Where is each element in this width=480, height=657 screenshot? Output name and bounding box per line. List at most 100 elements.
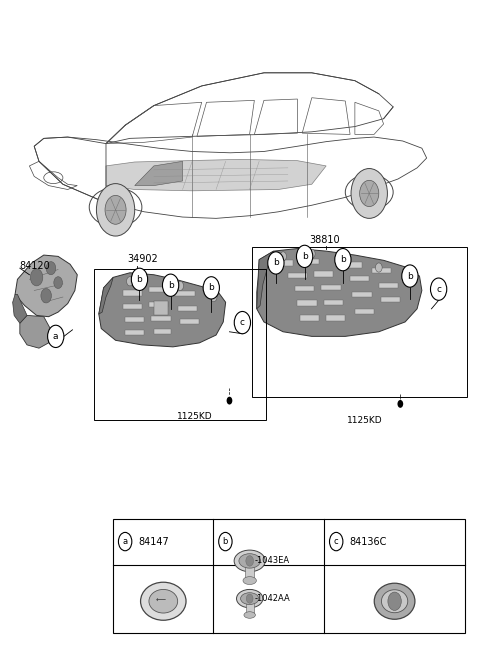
Text: 84120: 84120 (20, 261, 50, 271)
Text: c: c (240, 318, 245, 327)
Polygon shape (300, 315, 319, 321)
Polygon shape (135, 162, 182, 185)
Circle shape (297, 245, 313, 267)
Polygon shape (298, 300, 317, 306)
Polygon shape (372, 267, 391, 273)
Text: c: c (436, 284, 441, 294)
Polygon shape (257, 248, 422, 336)
Circle shape (342, 254, 348, 263)
Ellipse shape (149, 589, 178, 613)
Text: 1125KD: 1125KD (347, 416, 382, 424)
Polygon shape (106, 160, 326, 191)
Ellipse shape (240, 593, 259, 604)
Text: 38810: 38810 (310, 235, 340, 244)
Polygon shape (350, 276, 369, 281)
Polygon shape (125, 317, 144, 322)
Text: b: b (273, 258, 279, 267)
Ellipse shape (374, 583, 415, 620)
Circle shape (30, 269, 43, 286)
Circle shape (404, 273, 411, 282)
Text: b: b (302, 252, 308, 261)
Text: b: b (208, 283, 214, 292)
Bar (94, 269, 266, 420)
Circle shape (246, 556, 253, 566)
Circle shape (162, 274, 179, 296)
Circle shape (96, 183, 135, 236)
Polygon shape (149, 287, 168, 292)
Polygon shape (343, 262, 362, 267)
Circle shape (219, 532, 232, 551)
Circle shape (41, 288, 51, 303)
Circle shape (280, 252, 287, 261)
Polygon shape (326, 315, 345, 321)
Polygon shape (300, 259, 319, 264)
Text: a: a (53, 332, 59, 341)
Polygon shape (12, 294, 27, 323)
Circle shape (119, 532, 132, 551)
Polygon shape (154, 329, 170, 334)
Circle shape (48, 325, 64, 348)
Bar (113, 518, 465, 633)
Circle shape (402, 265, 418, 287)
Circle shape (335, 248, 351, 271)
Polygon shape (257, 251, 274, 309)
Circle shape (375, 263, 382, 272)
Circle shape (246, 594, 253, 603)
Polygon shape (154, 301, 168, 315)
Polygon shape (152, 316, 170, 321)
Ellipse shape (141, 582, 186, 620)
Text: 84136C: 84136C (349, 537, 386, 547)
Text: b: b (223, 537, 228, 546)
Circle shape (388, 592, 401, 610)
Bar (245, 561, 254, 581)
Circle shape (309, 249, 315, 258)
Ellipse shape (237, 589, 263, 608)
Circle shape (268, 252, 284, 274)
Circle shape (210, 292, 217, 302)
Polygon shape (123, 304, 142, 309)
Text: ⟵: ⟵ (156, 599, 166, 604)
Polygon shape (20, 315, 51, 348)
Bar (246, 599, 253, 615)
Text: b: b (340, 255, 346, 264)
Text: a: a (122, 537, 128, 546)
Polygon shape (314, 271, 333, 277)
Text: b: b (137, 275, 143, 284)
Polygon shape (123, 290, 142, 296)
Polygon shape (355, 309, 374, 314)
Circle shape (329, 532, 343, 551)
Text: 34902: 34902 (128, 254, 158, 264)
Polygon shape (178, 306, 197, 311)
Circle shape (132, 268, 148, 290)
Ellipse shape (239, 554, 261, 568)
Text: c: c (334, 537, 338, 546)
Text: 1125KD: 1125KD (177, 413, 212, 421)
Polygon shape (379, 283, 398, 288)
Circle shape (46, 261, 56, 275)
Polygon shape (324, 300, 343, 305)
Text: 84147: 84147 (138, 537, 169, 547)
Text: b: b (407, 271, 413, 281)
Polygon shape (180, 319, 199, 324)
Circle shape (105, 195, 126, 224)
Text: -1043EA: -1043EA (254, 556, 289, 566)
Circle shape (127, 277, 133, 286)
Polygon shape (15, 255, 77, 317)
Polygon shape (99, 273, 226, 347)
Polygon shape (288, 273, 307, 278)
Ellipse shape (234, 550, 265, 572)
Polygon shape (295, 286, 314, 291)
Polygon shape (381, 297, 400, 302)
Ellipse shape (244, 612, 255, 618)
Polygon shape (352, 292, 372, 297)
Polygon shape (125, 330, 144, 335)
Circle shape (234, 311, 251, 334)
Circle shape (54, 277, 62, 288)
Circle shape (351, 169, 387, 218)
Polygon shape (274, 260, 293, 266)
Bar (252, 246, 468, 397)
Circle shape (227, 397, 232, 405)
Polygon shape (322, 285, 340, 290)
Circle shape (203, 277, 219, 299)
Text: b: b (168, 281, 173, 290)
